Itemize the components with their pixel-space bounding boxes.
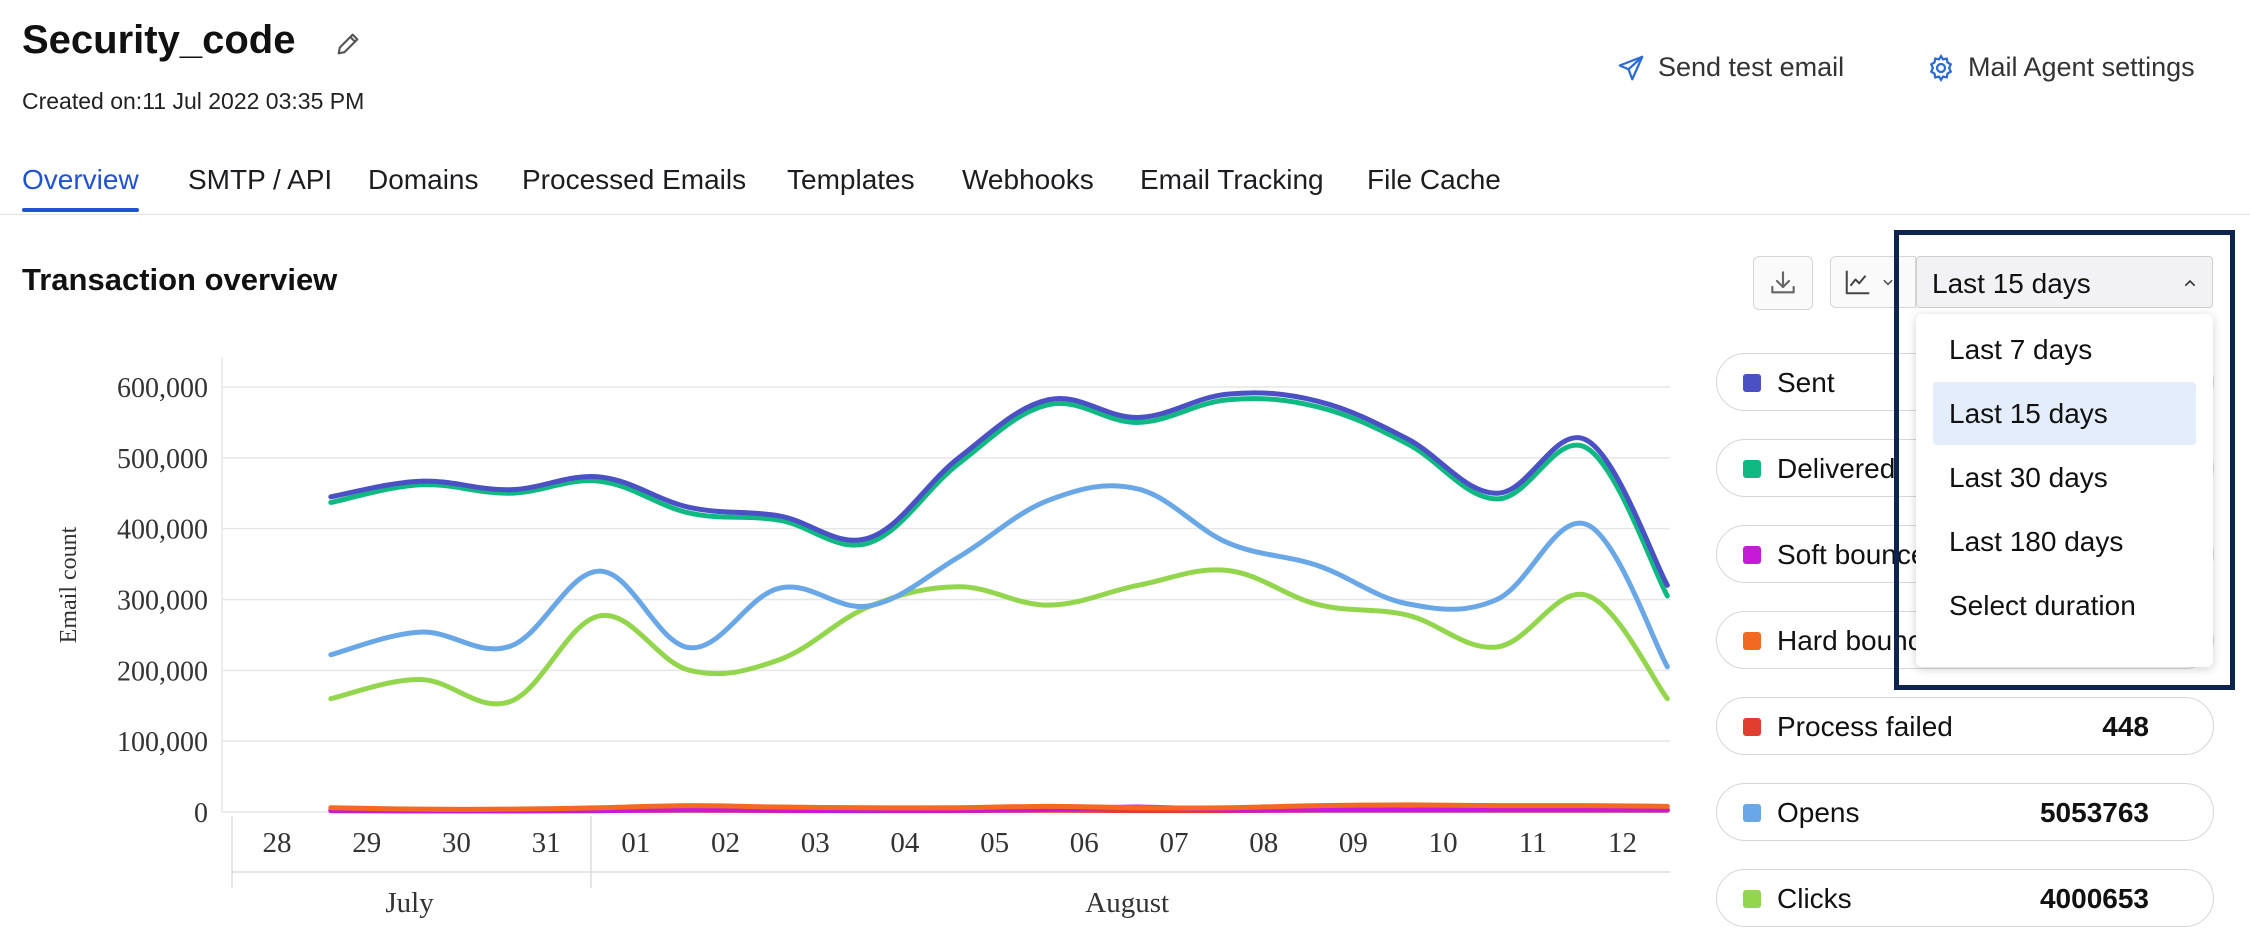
tab-email-tracking[interactable]: Email Tracking <box>1140 164 1324 195</box>
chevron-up-icon <box>2184 279 2196 287</box>
duration-select[interactable]: Last 15 days <box>1916 256 2213 308</box>
month-label: July <box>385 887 434 919</box>
y-tick-label: 300,000 <box>117 586 208 617</box>
gear-icon <box>1929 53 1953 82</box>
mail-agent-settings-label: Mail Agent settings <box>1968 52 2195 82</box>
duration-option-7-days[interactable]: Last 7 days <box>1949 334 2093 365</box>
legend-swatch <box>1743 546 1761 564</box>
tab-bar: Overview SMTP / API Domains Processed Em… <box>0 160 2250 215</box>
x-tick-label: 02 <box>711 827 740 859</box>
duration-option-15-days[interactable]: Last 15 days <box>1933 382 2196 445</box>
created-date: Created on:11 Jul 2022 03:35 PM <box>22 88 365 114</box>
series-line-delivered <box>328 396 1670 599</box>
legend-swatch <box>1743 804 1761 822</box>
legend-value: 4000653 <box>2039 883 2149 914</box>
series-line-sent <box>328 390 1670 588</box>
duration-dropdown: Last 7 days Last 15 days Last 30 days La… <box>1916 314 2213 667</box>
x-tick-label: 12 <box>1608 827 1637 859</box>
legend-value: 448 <box>2102 711 2149 742</box>
y-tick-label: 0 <box>194 798 208 829</box>
transaction-chart: 0 100,000 200,000 300,000 400,000 500,000 600,… <box>56 358 1670 919</box>
tab-templates[interactable]: Templates <box>787 164 915 195</box>
legend-item-opens[interactable]: Opens 5053763 <box>1716 783 2214 841</box>
legend-label: Delivered <box>1777 453 1896 484</box>
download-button[interactable] <box>1753 256 1813 310</box>
tab-webhooks[interactable]: Webhooks <box>962 164 1094 195</box>
x-tick-label: 28 <box>263 827 292 859</box>
duration-option-select-duration[interactable]: Select duration <box>1949 590 2136 621</box>
legend-label: Sent <box>1777 367 1835 398</box>
legend-swatch <box>1743 890 1761 908</box>
tab-smtp-api[interactable]: SMTP / API <box>188 164 333 195</box>
x-tick-label: 31 <box>532 827 561 859</box>
series-line-clicks <box>328 567 1670 707</box>
y-tick-label: 100,000 <box>117 727 208 758</box>
page-title: Security_code <box>22 18 296 62</box>
chevron-down-icon <box>1883 279 1893 286</box>
paper-plane-icon <box>1618 55 1644 80</box>
duration-option-180-days[interactable]: Last 180 days <box>1949 526 2124 557</box>
legend-swatch <box>1743 374 1761 392</box>
x-tick-label: 06 <box>1070 827 1099 859</box>
series-line-opens <box>328 483 1670 670</box>
section-title: Transaction overview <box>22 262 338 297</box>
pencil-icon[interactable] <box>334 30 362 58</box>
chart-type-button[interactable] <box>1830 256 1916 308</box>
x-tick-label: 10 <box>1429 827 1458 859</box>
x-tick-label: 05 <box>980 827 1009 859</box>
tab-domains[interactable]: Domains <box>368 164 479 195</box>
mail-agent-settings-button[interactable]: Mail Agent settings <box>1926 52 2195 83</box>
legend-swatch <box>1743 632 1761 650</box>
legend-label: Opens <box>1777 797 1860 828</box>
x-tick-label: 01 <box>621 827 650 859</box>
legend-value: 5053763 <box>2039 797 2149 828</box>
month-label: August <box>1085 887 1169 919</box>
send-test-email-label: Send test email <box>1658 52 1845 82</box>
legend-label: Clicks <box>1777 883 1852 914</box>
y-tick-label: 200,000 <box>117 656 208 687</box>
y-tick-label: 500,000 <box>117 444 208 475</box>
tab-processed-emails[interactable]: Processed Emails <box>522 164 747 195</box>
legend-item-clicks[interactable]: Clicks 4000653 <box>1716 869 2214 927</box>
duration-option-30-days[interactable]: Last 30 days <box>1949 462 2108 493</box>
x-tick-label: 30 <box>442 827 471 859</box>
tab-overview[interactable]: Overview <box>22 164 139 212</box>
legend-label: Process failed <box>1777 711 1953 742</box>
tab-file-cache[interactable]: File Cache <box>1367 164 1501 195</box>
y-tick-label: 400,000 <box>117 515 208 546</box>
download-icon <box>1771 271 1795 294</box>
series-line-hard-bounce <box>328 802 1670 812</box>
legend-item-process-failed[interactable]: Process failed 448 <box>1716 697 2214 755</box>
x-tick-label: 07 <box>1160 827 1189 859</box>
send-test-email-button[interactable]: Send test email <box>1616 52 1844 83</box>
legend-swatch <box>1743 718 1761 736</box>
y-axis-title: Email count <box>56 526 82 643</box>
x-tick-label: 29 <box>352 827 381 859</box>
x-tick-label: 08 <box>1249 827 1278 859</box>
line-chart-icon <box>1845 270 1870 295</box>
y-tick-label: 600,000 <box>117 373 208 404</box>
x-tick-label: 11 <box>1519 827 1547 859</box>
duration-selected-value: Last 15 days <box>1932 268 2091 299</box>
x-tick-label: 03 <box>801 827 830 859</box>
x-tick-label: 04 <box>890 827 920 859</box>
legend-label: Soft bounce <box>1777 539 1927 570</box>
x-tick-label: 09 <box>1339 827 1368 859</box>
legend-label: Hard bounce <box>1777 625 1938 656</box>
legend-swatch <box>1743 460 1761 478</box>
